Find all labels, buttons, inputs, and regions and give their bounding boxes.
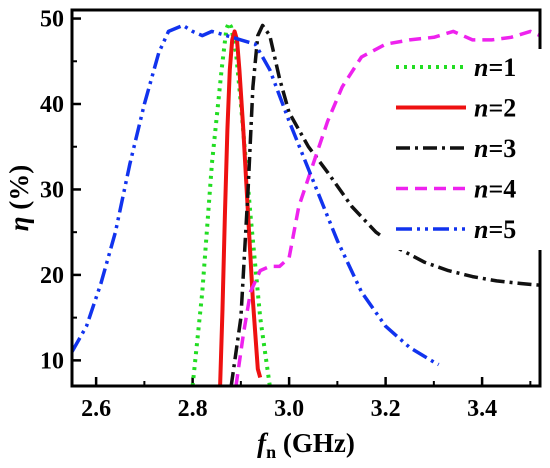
x-tick-label: 2.8: [178, 396, 208, 422]
y-tick-label: 30: [40, 177, 64, 203]
series-layer: [72, 20, 540, 386]
x-tick-label: 3.0: [274, 396, 304, 422]
x-tick-label: 3.2: [371, 396, 401, 422]
legend-label-n3: n=3: [474, 134, 516, 163]
legend-label-n4: n=4: [474, 175, 516, 204]
y-axis-label-unit: (%): [4, 165, 34, 217]
series-line-n3: [229, 23, 540, 386]
y-tick-label: 40: [40, 92, 64, 118]
y-axis-label: η (%): [4, 165, 34, 232]
y-tick-label: 20: [40, 263, 64, 289]
x-axis-label-unit: (GHz): [276, 428, 355, 458]
series-line-n5: [72, 23, 440, 367]
legend-label-n2: n=2: [474, 94, 516, 123]
x-axis-label: fn (GHz): [257, 428, 355, 462]
y-tick-label: 10: [40, 348, 64, 374]
x-axis-label-sub: n: [266, 442, 276, 462]
series-line-n4: [234, 29, 540, 386]
x-tick-label: 3.4: [467, 396, 497, 422]
series-line-n1: [190, 20, 272, 386]
ticks-layer: 2.6 2.8 3.0 3.2 3.4 10 20 30 40 50: [40, 7, 532, 422]
legend-label-n1: n=1: [474, 53, 516, 82]
legend: n=1 n=2 n=3 n=4 n=5: [383, 49, 543, 250]
y-axis-label-italic: η: [4, 216, 34, 231]
legend-label-n5: n=5: [474, 215, 516, 244]
y-tick-label: 50: [40, 7, 64, 33]
x-tick-label: 2.6: [81, 396, 111, 422]
